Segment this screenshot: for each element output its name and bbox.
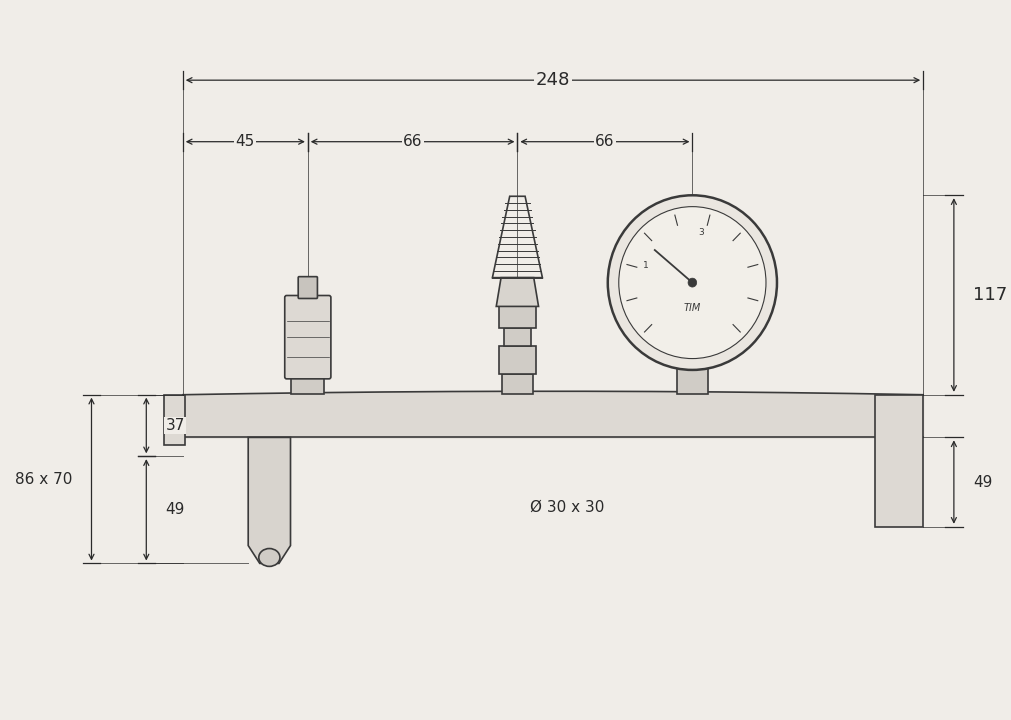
- FancyBboxPatch shape: [298, 276, 317, 299]
- Text: TIM: TIM: [683, 303, 701, 313]
- Circle shape: [687, 278, 696, 287]
- Text: Ø 30 x 30: Ø 30 x 30: [530, 500, 604, 514]
- FancyBboxPatch shape: [498, 307, 535, 328]
- FancyBboxPatch shape: [498, 346, 535, 374]
- Text: 3: 3: [698, 228, 703, 237]
- Text: 86 x 70: 86 x 70: [15, 472, 72, 487]
- Ellipse shape: [259, 549, 280, 567]
- Text: 37: 37: [166, 418, 185, 433]
- Text: 1: 1: [643, 261, 648, 270]
- FancyBboxPatch shape: [291, 377, 324, 394]
- Circle shape: [618, 207, 765, 359]
- FancyBboxPatch shape: [503, 328, 531, 346]
- Polygon shape: [495, 278, 538, 307]
- FancyBboxPatch shape: [284, 295, 331, 379]
- Polygon shape: [248, 437, 290, 564]
- FancyBboxPatch shape: [676, 356, 707, 394]
- Text: 248: 248: [535, 71, 569, 89]
- Text: 49: 49: [166, 503, 185, 518]
- FancyBboxPatch shape: [164, 395, 185, 446]
- FancyBboxPatch shape: [501, 374, 532, 394]
- Circle shape: [608, 195, 776, 370]
- Text: 49: 49: [973, 474, 992, 490]
- FancyBboxPatch shape: [875, 395, 922, 527]
- Text: 66: 66: [402, 134, 422, 149]
- Text: 45: 45: [236, 134, 255, 149]
- Text: 66: 66: [594, 134, 614, 149]
- Text: 117: 117: [973, 286, 1006, 304]
